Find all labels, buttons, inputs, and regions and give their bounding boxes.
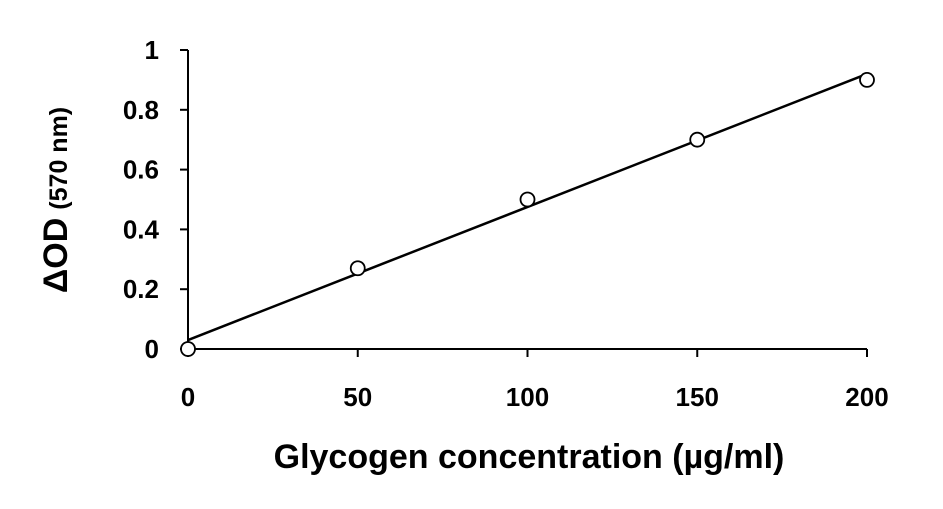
x-tick-label: 200 bbox=[845, 382, 888, 412]
data-point bbox=[689, 131, 706, 148]
y-axis-title-main: ΔOD bbox=[37, 218, 75, 293]
x-tick-label: 100 bbox=[506, 382, 549, 412]
y-tick-label: 1 bbox=[145, 35, 159, 65]
data-point bbox=[859, 72, 875, 88]
y-axis-title: ΔOD (570 nm) bbox=[37, 107, 75, 293]
data-point bbox=[349, 260, 366, 277]
y-tick-label: 0 bbox=[145, 334, 159, 364]
x-tick-label: 0 bbox=[181, 382, 195, 412]
x-axis-title: Glycogen concentration (µg/ml) bbox=[274, 438, 785, 476]
data-point bbox=[519, 191, 536, 208]
y-tick-label: 0.4 bbox=[123, 214, 160, 244]
y-tick-label: 0.2 bbox=[123, 274, 159, 304]
y-axis-ticks: 0 0.2 0.4 0.6 0.8 1 bbox=[123, 35, 188, 364]
x-axis-ticks: 0 50 100 150 200 bbox=[181, 349, 889, 412]
y-tick-label: 0.8 bbox=[123, 95, 159, 125]
x-tick-label: 50 bbox=[343, 382, 372, 412]
x-tick-label: 150 bbox=[676, 382, 719, 412]
data-point bbox=[180, 341, 196, 357]
data-points bbox=[180, 72, 875, 357]
y-tick-label: 0.6 bbox=[123, 155, 159, 185]
y-axis-title-unit: (570 nm) bbox=[45, 107, 73, 210]
